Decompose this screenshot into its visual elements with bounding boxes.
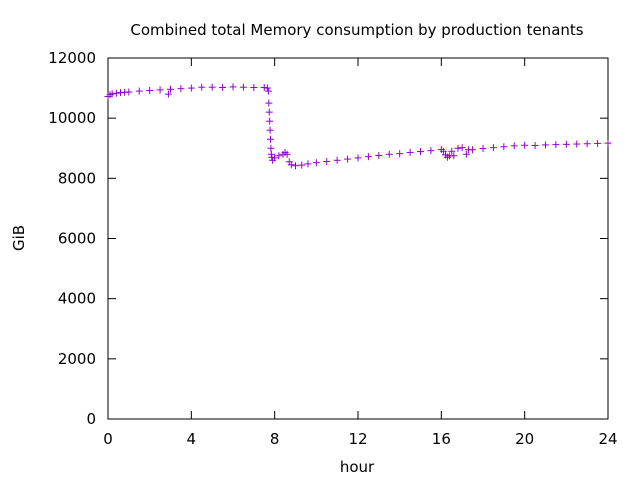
data-point	[267, 135, 274, 143]
data-point	[271, 154, 279, 162]
data-point	[375, 151, 383, 159]
data-point	[146, 86, 154, 94]
y-tick-label: 8000	[58, 169, 96, 187]
data-point	[304, 160, 312, 168]
data-point	[594, 139, 602, 147]
x-tick-label: 12	[348, 430, 367, 448]
data-point	[265, 99, 273, 107]
x-axis: 0 4 8 12 16 20 24	[103, 58, 618, 448]
x-axis-label: hour	[340, 458, 375, 476]
data-point	[312, 159, 320, 167]
y-tick-label: 12000	[48, 49, 96, 67]
data-point	[266, 117, 274, 125]
y-tick-label: 2000	[58, 350, 96, 368]
x-tick-label: 8	[270, 430, 280, 448]
y-tick-label: 4000	[58, 290, 96, 308]
x-tick-label: 16	[432, 430, 451, 448]
x-tick-label: 20	[515, 430, 534, 448]
data-point	[573, 140, 581, 148]
data-point	[108, 90, 116, 98]
data-point	[562, 140, 570, 148]
data-point	[167, 85, 174, 93]
y-axis-label: GiB	[10, 225, 28, 251]
data-point	[450, 152, 458, 160]
y-tick-label: 0	[86, 410, 96, 428]
data-point	[364, 153, 372, 161]
data-point	[283, 150, 291, 158]
data-point	[268, 153, 276, 161]
data-point	[604, 139, 612, 147]
data-point	[396, 150, 404, 158]
x-tick-label: 0	[103, 430, 113, 448]
data-point	[458, 144, 466, 152]
data-point	[156, 86, 164, 94]
data-point	[462, 150, 470, 158]
data-point	[531, 142, 539, 150]
data-point	[219, 83, 227, 91]
data-point	[385, 150, 393, 158]
data-point	[417, 148, 424, 156]
data-point	[489, 144, 497, 152]
data-point	[298, 161, 306, 169]
data-point	[208, 83, 216, 91]
data-point	[479, 145, 487, 153]
chart-title: Combined total Memory consumption by pro…	[130, 21, 583, 39]
x-tick-label: 4	[187, 430, 197, 448]
data-point	[552, 141, 560, 149]
data-point	[439, 147, 447, 155]
data-point	[344, 155, 352, 163]
data-point	[239, 83, 247, 91]
data-point	[112, 89, 120, 97]
data-point	[266, 126, 274, 134]
data-point	[264, 87, 272, 95]
data-point	[275, 152, 283, 160]
data-point	[583, 140, 591, 148]
data-markers	[104, 83, 612, 170]
data-point	[454, 144, 462, 152]
data-point	[198, 83, 206, 91]
data-point	[260, 83, 268, 91]
data-point	[510, 142, 518, 150]
data-point	[542, 141, 549, 149]
data-point	[333, 156, 341, 164]
data-point	[267, 144, 275, 152]
data-point	[292, 162, 299, 170]
data-point	[229, 83, 237, 91]
y-tick-label: 6000	[58, 230, 96, 248]
data-point	[177, 85, 185, 93]
data-point	[448, 147, 456, 155]
data-point	[427, 147, 435, 155]
data-point	[406, 148, 414, 156]
data-point	[521, 141, 529, 149]
data-point	[500, 143, 508, 151]
data-point	[164, 90, 172, 98]
data-point	[287, 161, 295, 169]
data-point	[323, 157, 331, 165]
x-tick-label: 24	[598, 430, 617, 448]
data-point	[250, 83, 258, 91]
y-tick-label: 10000	[48, 109, 96, 127]
data-point	[125, 88, 133, 96]
y-axis: 0 2000 4000 6000 8000 10000 12000	[48, 49, 608, 428]
data-point	[469, 146, 477, 154]
data-point	[263, 84, 271, 92]
data-point	[354, 154, 362, 162]
data-point	[187, 84, 195, 92]
data-point	[265, 108, 273, 116]
data-point	[135, 87, 143, 95]
